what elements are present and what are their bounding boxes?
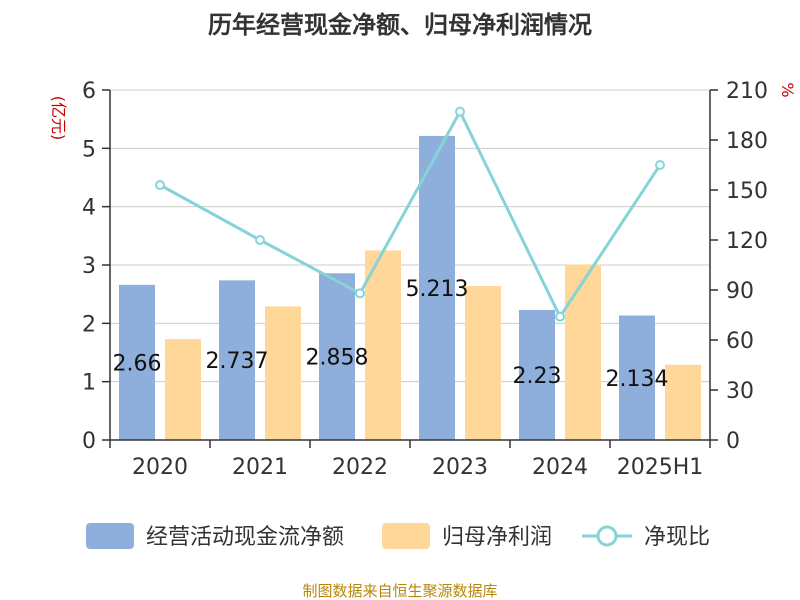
right-tick-label: 0	[726, 429, 740, 454]
legend: 经营活动现金流净额 归母净利润 净现比	[86, 523, 710, 550]
bar-net-profit	[365, 250, 401, 440]
bar-net-profit	[165, 339, 201, 440]
right-tick-label: 210	[726, 79, 768, 104]
ratio-point	[555, 311, 565, 322]
bar-net-profit	[265, 306, 301, 440]
bar-cash-flow	[619, 315, 655, 440]
right-axis-unit: %	[778, 82, 797, 97]
ratio-point	[455, 106, 465, 117]
x-tick-label: 2020	[132, 455, 188, 480]
bar-cash-flow	[119, 284, 155, 440]
chart-title: 历年经营现金净额、归母净利润情况	[208, 11, 592, 39]
data-label-cash-flow: 2.737	[206, 349, 269, 374]
left-tick-label: 2	[82, 312, 96, 337]
ratio-line-layer	[155, 106, 665, 322]
x-tick-label: 2025H1	[617, 455, 704, 480]
x-tick-label: 2024	[532, 455, 588, 480]
legend-swatch-net-profit	[382, 523, 430, 549]
x-tick-label: 2022	[332, 455, 388, 480]
data-labels: 2.66 2.737 2.858 5.213 2.23 2.134	[113, 277, 669, 392]
bar-net-profit	[665, 364, 701, 440]
right-tick-label: 90	[726, 279, 754, 304]
ratio-point	[655, 160, 665, 170]
x-tick-label: 2021	[232, 455, 288, 480]
left-tick-label: 5	[82, 137, 96, 162]
ratio-point	[155, 180, 165, 190]
grid-lines	[110, 89, 710, 383]
left-tick-label: 3	[82, 254, 96, 279]
bar-cash-flow	[419, 135, 455, 441]
legend-label-ratio: 净现比	[644, 525, 710, 550]
legend-label-cash-flow: 经营活动现金流净额	[146, 525, 344, 550]
data-label-cash-flow: 2.23	[513, 364, 562, 389]
left-tick-label: 1	[82, 371, 96, 396]
ratio-line	[159, 108, 662, 320]
right-tick-label: 120	[726, 229, 768, 254]
source-note: 制图数据来自恒生聚源数据库	[302, 582, 497, 600]
bar-net-profit	[565, 264, 601, 440]
left-tick-label: 6	[82, 79, 96, 104]
bar-cash-flow	[219, 280, 255, 440]
right-tick-label: 60	[726, 329, 754, 354]
data-label-cash-flow: 2.66	[113, 351, 162, 376]
right-tick-label: 30	[726, 379, 754, 404]
bar-cash-flow	[319, 273, 355, 440]
ratio-point	[355, 288, 365, 299]
left-tick-label: 4	[82, 196, 96, 221]
right-tick-label: 150	[726, 179, 768, 204]
data-label-cash-flow: 5.213	[406, 277, 469, 302]
left-tick-label: 0	[82, 429, 96, 454]
left-axis-unit: (亿元)	[49, 96, 68, 141]
bars	[119, 135, 701, 441]
bar-net-profit	[465, 286, 501, 440]
data-label-cash-flow: 2.858	[306, 346, 369, 371]
ratio-point	[255, 235, 265, 245]
legend-marker-ratio	[596, 525, 618, 547]
legend-swatch-cash-flow	[86, 523, 134, 549]
legend-label-net-profit: 归母净利润	[442, 525, 552, 550]
bar-cash-flow	[519, 309, 555, 440]
data-label-cash-flow: 2.134	[606, 367, 669, 392]
x-tick-label: 2023	[432, 455, 488, 480]
right-tick-label: 180	[726, 129, 768, 154]
